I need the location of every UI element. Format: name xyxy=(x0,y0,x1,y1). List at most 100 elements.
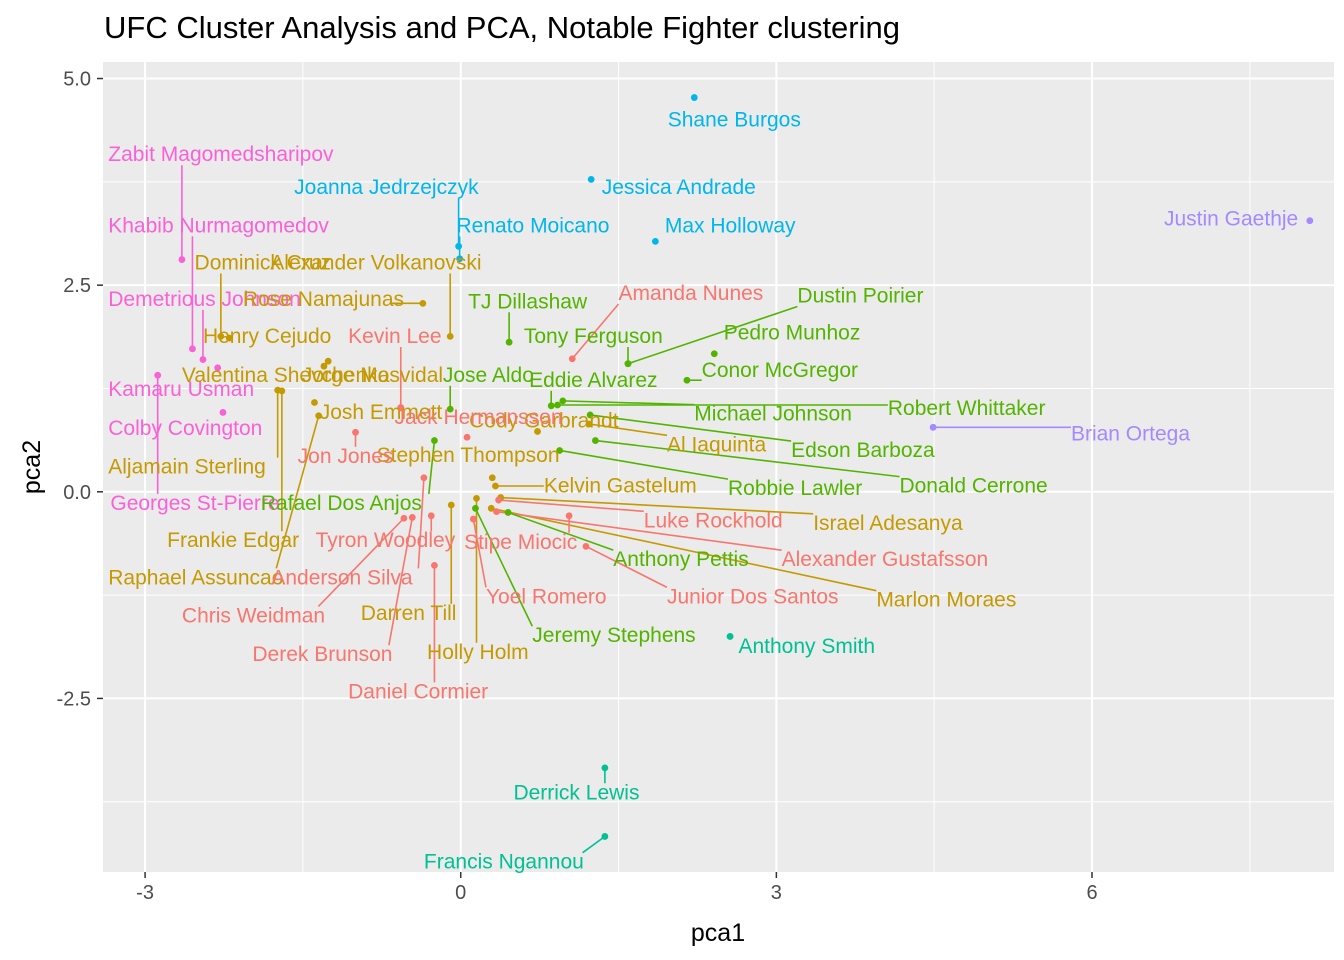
x-axis-ticks: -3 0 3 6 xyxy=(136,872,1098,904)
leader-line xyxy=(585,545,668,589)
data-point xyxy=(420,474,428,482)
point-label: Michael Johnson xyxy=(694,403,852,426)
data-point xyxy=(505,338,513,346)
data-point xyxy=(710,350,718,358)
point-label: Kamaru Usman xyxy=(108,378,254,401)
leader-line xyxy=(588,423,668,437)
point-label: Demetrious Johnson xyxy=(108,288,301,311)
data-point xyxy=(419,299,427,307)
data-point xyxy=(178,256,186,263)
leader-line xyxy=(428,440,436,495)
data-point xyxy=(446,333,454,340)
data-point xyxy=(1306,217,1314,225)
point-label: Anthony Smith xyxy=(738,635,875,658)
y-tick-label: -2.5 xyxy=(57,688,91,710)
point-label: Justin Gaethje xyxy=(1164,208,1298,231)
data-point xyxy=(189,345,196,353)
point-label: Jeremy Stephens xyxy=(532,624,695,647)
leader-line xyxy=(500,496,814,515)
data-point xyxy=(225,334,233,342)
leader-line xyxy=(559,449,729,480)
data-point xyxy=(431,561,438,569)
data-point xyxy=(469,515,477,523)
point-label: Marlon Moraes xyxy=(876,589,1016,612)
data-point xyxy=(320,362,328,370)
data-point xyxy=(492,482,499,490)
data-point xyxy=(568,355,576,363)
data-point xyxy=(431,437,438,444)
point-label: Robbie Lawler xyxy=(728,477,862,500)
point-label: Donald Cerrone xyxy=(899,475,1047,498)
point-label: Junior Dos Santos xyxy=(667,585,839,608)
leader-line xyxy=(474,507,533,627)
point-label: Brian Ortega xyxy=(1071,423,1190,446)
point-label: Yoel Romero xyxy=(486,585,607,608)
data-point xyxy=(582,542,590,550)
data-point xyxy=(929,423,937,431)
point-label: Francis Ngannou xyxy=(424,851,584,874)
point-label: Alexander Volkanovski xyxy=(270,251,481,274)
point-label: Alexander Gustafsson xyxy=(782,548,989,571)
data-point xyxy=(504,509,512,516)
data-point xyxy=(554,401,561,409)
point-label: Georges St-Pierre xyxy=(110,492,279,515)
point-label: Chris Weidman xyxy=(182,604,325,627)
point-label: Darren Till xyxy=(361,602,457,625)
data-point xyxy=(324,357,332,365)
x-tick-label: -3 xyxy=(136,882,154,904)
data-point xyxy=(214,364,222,372)
point-label: Derrick Lewis xyxy=(513,781,639,804)
point-label: Amanda Nunes xyxy=(619,282,764,305)
point-label: Max Holloway xyxy=(665,214,796,237)
minor-gridlines xyxy=(103,62,1334,872)
point-labels: Shane Burgos Joanna Jedrzejczyk Jessica An… xyxy=(108,108,1298,873)
leader-line xyxy=(590,414,792,442)
point-label: Colby Covington xyxy=(108,417,262,440)
data-point xyxy=(447,501,455,509)
leader-line xyxy=(491,507,877,592)
data-point xyxy=(315,412,323,420)
data-point xyxy=(592,437,599,444)
x-tick-label: 3 xyxy=(771,882,782,904)
leader-line xyxy=(562,400,695,406)
x-tick-label: 6 xyxy=(1086,882,1097,904)
data-point xyxy=(154,371,162,379)
data-point xyxy=(495,496,503,504)
label-leader-lines xyxy=(156,165,1071,854)
plot-panel xyxy=(103,62,1334,872)
point-label: Cody Garbrandt xyxy=(469,409,619,432)
point-label: Kevin Lee xyxy=(348,325,441,348)
data-point xyxy=(278,387,286,395)
point-label: Stipe Miocic xyxy=(464,531,577,554)
point-label: Tyron Woodley xyxy=(316,529,456,552)
point-label: Al Iaquinta xyxy=(667,433,767,456)
y-tick-label: 2.5 xyxy=(63,275,91,297)
point-label: Joanna Jedrzejczyk xyxy=(294,176,479,199)
data-point xyxy=(624,360,632,368)
y-tick-label: 0.0 xyxy=(63,482,91,504)
point-label: Israel Adesanya xyxy=(813,512,963,535)
point-label: Frankie Edgar xyxy=(167,529,299,552)
leader-line xyxy=(507,511,614,551)
leader-line xyxy=(498,499,644,513)
data-point xyxy=(556,447,564,454)
point-label: Daniel Cormier xyxy=(348,680,488,703)
point-label: Jorge Masvidal xyxy=(302,364,443,387)
point-label: Anthony Pettis xyxy=(613,548,748,571)
point-label: Robert Whittaker xyxy=(888,397,1046,420)
data-point xyxy=(311,399,318,406)
leader-line xyxy=(496,510,782,551)
leader-line xyxy=(595,439,900,478)
data-point xyxy=(219,409,227,416)
point-label: Luke Rockhold xyxy=(644,509,783,532)
data-point xyxy=(488,474,496,482)
leader-line xyxy=(627,305,798,365)
point-label: Valentina Shevchenko xyxy=(182,364,389,387)
x-axis-title: pca1 xyxy=(691,919,745,947)
data-point xyxy=(472,504,479,512)
point-label: Jack Hermansson xyxy=(394,406,562,429)
point-label: Edson Barboza xyxy=(791,439,935,462)
point-label: Khabib Nurmagomedov xyxy=(108,214,329,237)
data-point xyxy=(547,402,555,410)
